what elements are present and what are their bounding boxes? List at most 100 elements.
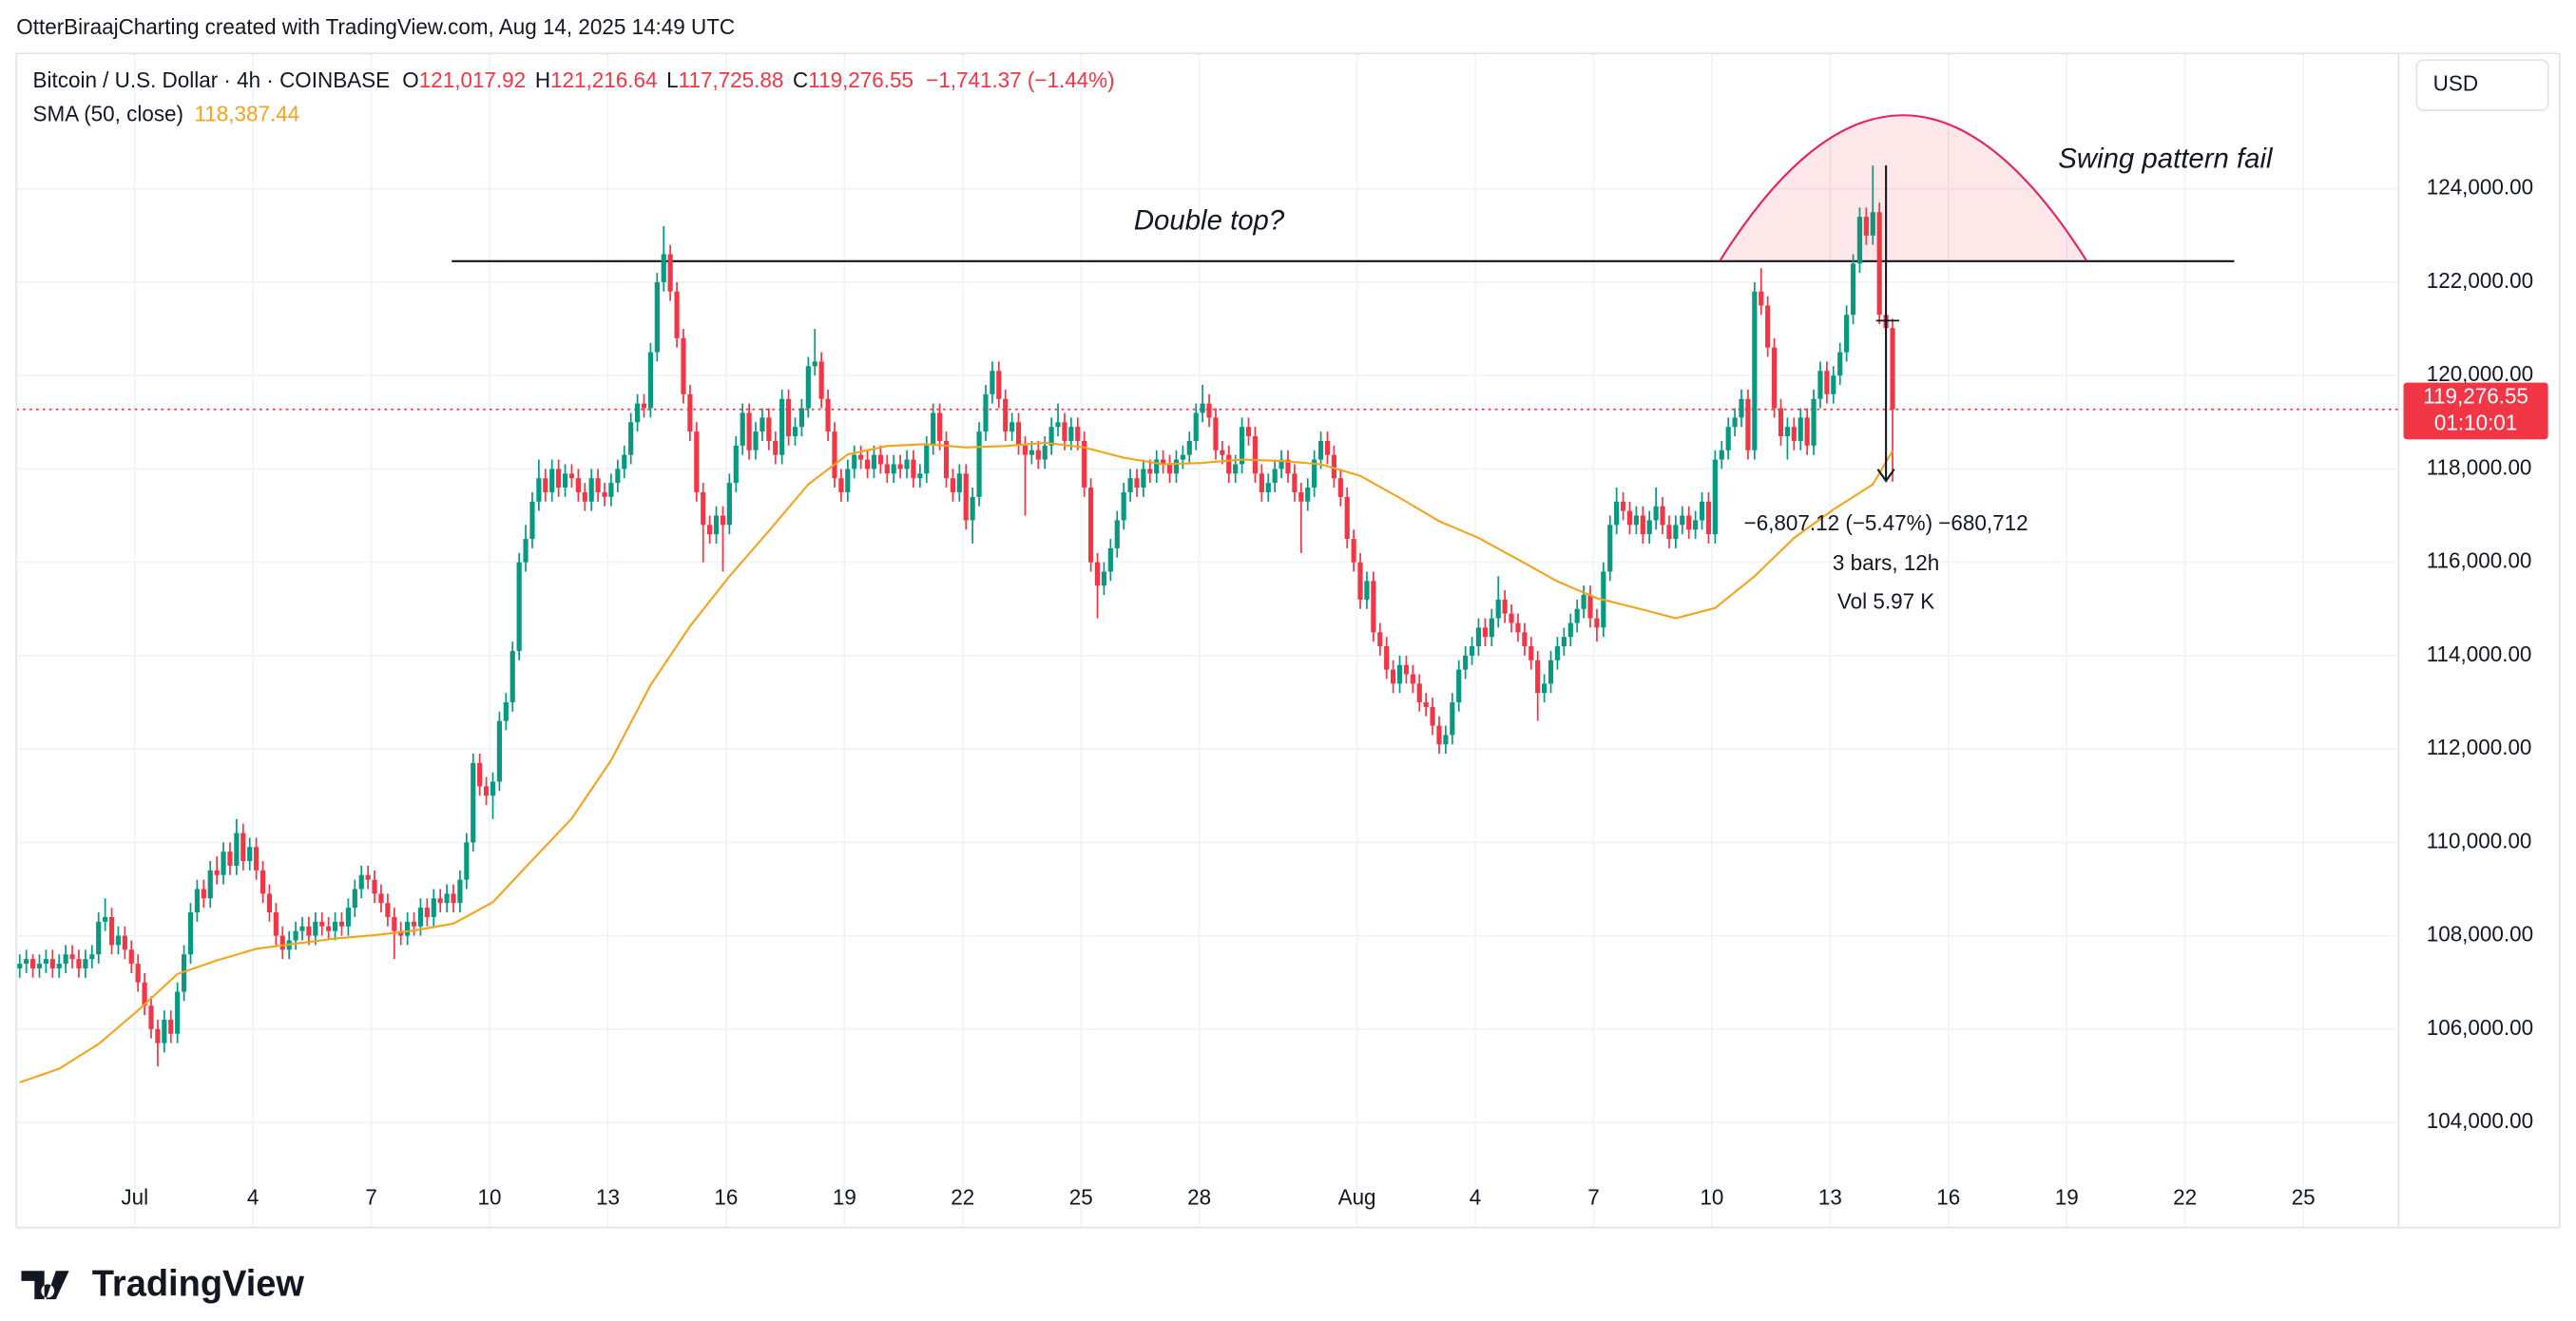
candle-body (128, 949, 134, 965)
x-tick-label: 13 (1818, 1185, 1842, 1210)
last-price-box (2403, 382, 2548, 440)
candle-body (1292, 473, 1298, 492)
candle-body (832, 431, 837, 479)
candle-body (720, 515, 726, 526)
candle-body (1587, 595, 1593, 619)
candle-body (877, 454, 883, 465)
candle-body (1725, 427, 1731, 450)
candle-body (1186, 440, 1192, 455)
x-tick-label: Jul (121, 1185, 148, 1210)
candle-body (759, 417, 765, 432)
candle-body (1344, 496, 1350, 540)
logo-text: TradingView (92, 1263, 304, 1304)
y-tick-label: 120,000.00 (2427, 361, 2533, 386)
candle-body (1384, 646, 1390, 670)
candle-body (1719, 450, 1724, 460)
x-tick-label: 25 (2292, 1185, 2316, 1210)
candle-body (1745, 398, 1751, 450)
candle-body (1456, 669, 1462, 702)
candle-body (477, 762, 483, 787)
candle-body (996, 371, 1002, 399)
candle-body (1180, 454, 1185, 460)
candle-body (1450, 701, 1455, 736)
x-tick-label: 16 (714, 1185, 738, 1210)
candle-body (1594, 618, 1600, 628)
currency[interactable]: USD (2433, 70, 2478, 95)
candle-body (543, 478, 548, 492)
candle-body (345, 908, 351, 927)
candle-body (1377, 632, 1383, 647)
y-tick-label: 114,000.00 (2427, 641, 2532, 666)
candle-body (1396, 664, 1403, 684)
y-tick-label: 112,000.00 (2427, 735, 2532, 759)
candle-body (588, 478, 594, 502)
candle-body (904, 459, 910, 469)
symbol: Bitcoin / U.S. Dollar · 4h · COINBASE (33, 67, 391, 92)
candle-body (1166, 464, 1173, 474)
candle-body (1509, 613, 1514, 623)
candle-body (1101, 571, 1107, 586)
candle-body (1680, 515, 1685, 526)
candle-body (1831, 375, 1836, 394)
candle-body (490, 781, 496, 796)
candle-body (661, 254, 666, 282)
candle-body (1154, 459, 1160, 474)
candle-body (1015, 422, 1022, 446)
candle-body (1107, 547, 1113, 572)
candle-body (1542, 683, 1548, 694)
y-tick-label: 108,000.00 (2427, 921, 2533, 946)
candle-body (726, 483, 732, 526)
candle-body (1068, 427, 1074, 441)
candle-body (1416, 683, 1422, 702)
candle-body (858, 454, 864, 460)
close: 119,276.55 (808, 67, 913, 92)
candle-body (1173, 459, 1180, 474)
l-key: L (666, 67, 678, 92)
candle-body (1391, 669, 1396, 684)
candle-body (1607, 525, 1613, 572)
candle-body (1443, 735, 1449, 745)
annotations: Double top? Swing pattern fail −6,807.12… (1134, 114, 2274, 613)
candle-body (1475, 627, 1482, 647)
candle-body (358, 874, 364, 890)
candle-body (595, 478, 601, 492)
candle-body (1666, 525, 1672, 540)
candle-body (1357, 562, 1363, 600)
candle-body (1673, 525, 1679, 540)
candle-body (976, 431, 982, 497)
candle-body (1482, 627, 1488, 638)
candle-body (509, 650, 515, 702)
candle-body (1890, 328, 1895, 410)
x-tick-label: 10 (1700, 1185, 1723, 1210)
candle-body (1561, 637, 1567, 647)
candle-body (911, 459, 916, 479)
open: 121,017.92 (419, 67, 526, 92)
candle-body (29, 959, 36, 968)
candle-body (471, 762, 476, 843)
sma-name: SMA (50, close) (33, 101, 183, 125)
candle-body (805, 366, 811, 409)
candle-body (214, 870, 220, 875)
x-tick-label: 4 (247, 1185, 259, 1210)
candle-body (1193, 412, 1199, 441)
candle-body (372, 879, 377, 894)
candle-body (1035, 450, 1041, 460)
candle-body (956, 473, 962, 492)
candle-body (667, 254, 673, 292)
candle-body (1055, 422, 1061, 428)
candle-body (622, 454, 627, 469)
candle-body (1856, 217, 1863, 264)
candle-body (1233, 464, 1239, 474)
candle-body (1272, 469, 1278, 484)
candle-body (483, 786, 490, 796)
candle-body (240, 833, 246, 862)
candle-body (937, 412, 943, 441)
candle-body (1213, 417, 1219, 450)
candle-body (1495, 599, 1501, 619)
candle-body (1614, 501, 1620, 526)
candle-body (792, 427, 798, 437)
candle-body (293, 930, 298, 941)
candle-body (135, 964, 141, 983)
candle-body (1633, 515, 1639, 526)
currency-button[interactable] (2415, 59, 2549, 111)
